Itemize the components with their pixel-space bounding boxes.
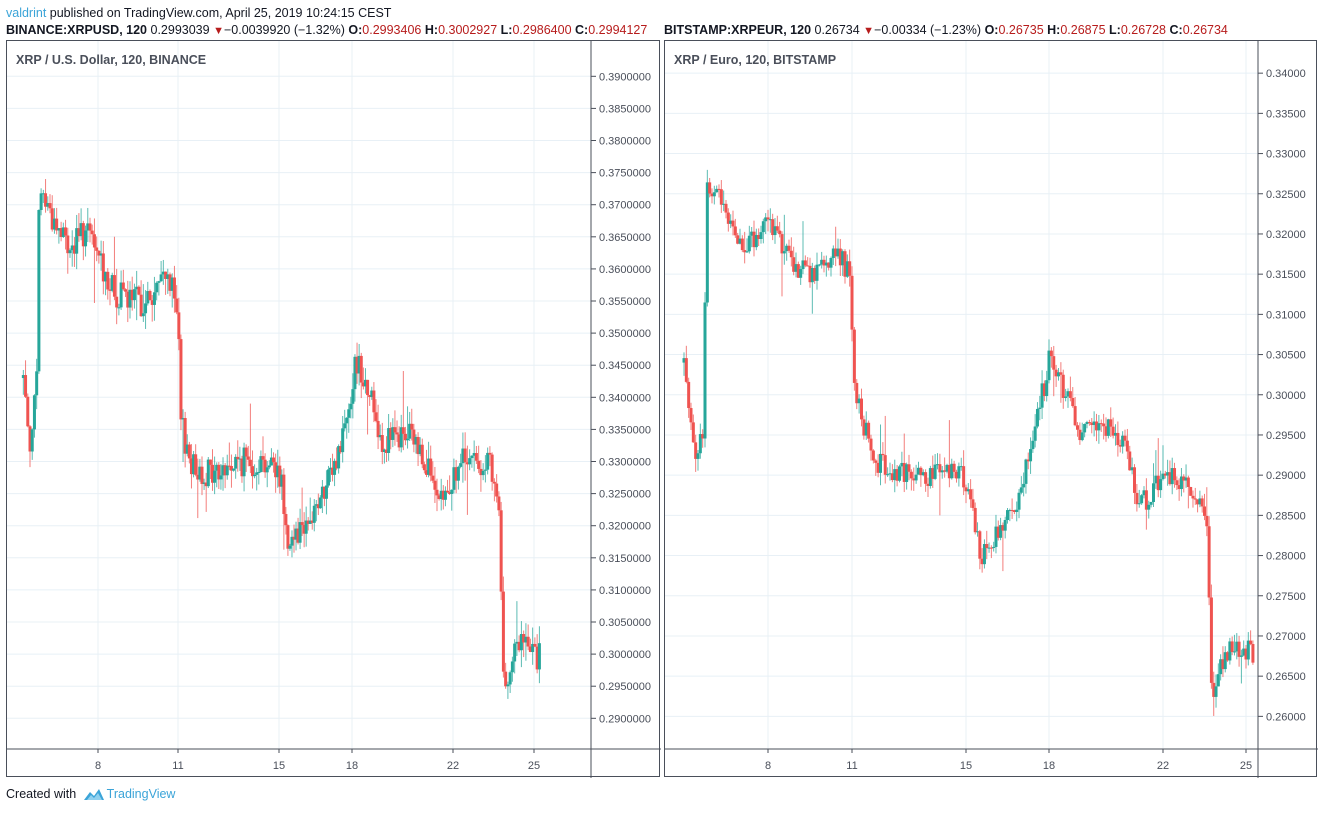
price-axis-label: 0.3300000 xyxy=(599,457,651,469)
price-axis-label: 0.28500 xyxy=(1266,510,1306,522)
right-low-label: L: xyxy=(1109,23,1121,37)
time-axis-label: 18 xyxy=(346,760,358,772)
candlestick-chart-xrpusd[interactable]: 0.3900000 0.3850000 0.3800000 0.3750000 0.37… xyxy=(7,41,661,778)
left-close-label: C: xyxy=(575,23,589,37)
time-axis-label: 25 xyxy=(528,760,540,772)
price-axis-label: 0.3800000 xyxy=(599,136,651,148)
price-axis-label: 0.29000 xyxy=(1266,470,1306,482)
price-axis-label: 0.3350000 xyxy=(599,424,651,436)
price-axis-label: 0.3900000 xyxy=(599,71,651,83)
time-axis-label: 15 xyxy=(960,760,972,772)
tradingview-link[interactable]: TradingView xyxy=(106,787,176,801)
right-close-label: C: xyxy=(1169,23,1183,37)
right-symbol: BITSTAMP:XRPEUR, 120 xyxy=(664,23,812,37)
candles xyxy=(682,169,1255,716)
chart-title-xrpeur: XRP / Euro, 120, BITSTAMP xyxy=(674,53,837,67)
price-axis-label: 0.32000 xyxy=(1266,229,1306,241)
price-axis-label: 0.34000 xyxy=(1266,68,1306,80)
price-axis-label: 0.32500 xyxy=(1266,189,1306,201)
price-axis-label: 0.33000 xyxy=(1266,149,1306,161)
price-axis-label: 0.3450000 xyxy=(599,360,651,372)
price-axis-label: 0.3750000 xyxy=(599,168,651,180)
left-low: 0.2986400 xyxy=(512,23,572,37)
time-axis-label: 22 xyxy=(447,760,459,772)
left-high: 0.3002927 xyxy=(438,23,498,37)
down-arrow-icon: ▼ xyxy=(213,25,224,37)
chart-panel-xrpeur[interactable]: 0.34000 0.33500 0.33000 0.32500 0.32000 0.315… xyxy=(664,40,1318,778)
price-axis-label: 0.26000 xyxy=(1266,711,1306,723)
chart-panel-xrpusd[interactable]: 0.3900000 0.3850000 0.3800000 0.3750000 0.37… xyxy=(6,40,661,778)
time-axis-label: 25 xyxy=(1240,760,1252,772)
time-axis-label: 22 xyxy=(1157,760,1169,772)
right-change: −0.00334 (−1.23%) xyxy=(874,23,982,37)
left-high-label: H: xyxy=(424,23,439,37)
price-axis-label: 0.30000 xyxy=(1266,390,1306,402)
left-open-label: O: xyxy=(348,23,363,37)
left-open: 0.2993406 xyxy=(362,23,422,37)
left-change: −0.0039920 (−1.32%) xyxy=(223,23,345,37)
price-axis-label: 0.3100000 xyxy=(599,585,651,597)
right-close: 0.26734 xyxy=(1182,23,1228,37)
time-axis-label: 18 xyxy=(1043,760,1055,772)
right-open-label: O: xyxy=(984,23,999,37)
price-axis-label: 0.3200000 xyxy=(599,521,651,533)
price-axis-label: 0.29500 xyxy=(1266,430,1306,442)
price-axis-label: 0.3050000 xyxy=(599,617,651,629)
price-axis-label: 0.3550000 xyxy=(599,296,651,308)
price-axis-label: 0.33500 xyxy=(1266,108,1306,120)
left-low-label: L: xyxy=(500,23,513,37)
price-axis-label: 0.31500 xyxy=(1266,269,1306,281)
price-axis-label: 0.3600000 xyxy=(599,264,651,276)
price-axis-label: 0.3850000 xyxy=(599,103,651,115)
price-axis-label: 0.3400000 xyxy=(599,392,651,404)
price-axis-label: 0.3700000 xyxy=(599,200,651,212)
left-close: 0.2994127 xyxy=(588,23,648,37)
price-axis-label: 0.3250000 xyxy=(599,489,651,501)
price-axis-label: 0.27000 xyxy=(1266,631,1306,643)
footer-attribution: Created with TradingView xyxy=(6,787,175,804)
right-high: 0.26875 xyxy=(1060,23,1106,37)
price-axis-label: 0.3650000 xyxy=(599,232,651,244)
price-axis-label: 0.26500 xyxy=(1266,671,1306,683)
price-axis-label: 0.27500 xyxy=(1266,591,1306,603)
time-axis-label: 15 xyxy=(273,760,285,772)
time-axis-label: 11 xyxy=(846,760,857,772)
price-axis-label: 0.31000 xyxy=(1266,309,1306,321)
price-axis-label: 0.2900000 xyxy=(599,713,651,725)
price-axis-label: 0.30500 xyxy=(1266,350,1306,362)
price-axis-label: 0.3150000 xyxy=(599,553,651,565)
price-axis-label: 0.3500000 xyxy=(599,328,651,340)
time-axis-label: 11 xyxy=(172,760,183,772)
left-symbol: BINANCE:XRPUSD, 120 xyxy=(6,23,148,37)
publish-text: published on TradingView.com, April 25, … xyxy=(49,6,392,20)
time-axis-label: 8 xyxy=(95,760,101,772)
candles xyxy=(21,179,541,699)
candlestick-chart-xrpeur[interactable]: 0.34000 0.33500 0.33000 0.32500 0.32000 0.315… xyxy=(665,41,1318,778)
publish-info: valdrint published on TradingView.com, A… xyxy=(6,6,391,20)
left-legend: BINANCE:XRPUSD, 120 0.2993039 ▼−0.003992… xyxy=(6,23,647,37)
down-arrow-icon: ▼ xyxy=(863,25,875,37)
price-axis-label: 0.3000000 xyxy=(599,649,651,661)
tradingview-logo-icon xyxy=(83,787,105,804)
right-high-label: H: xyxy=(1047,23,1061,37)
time-axis-label: 8 xyxy=(765,760,771,772)
author-link[interactable]: valdrint xyxy=(6,6,47,20)
right-last-price: 0.26734 xyxy=(814,23,860,37)
price-axis-label: 0.28000 xyxy=(1266,551,1306,563)
created-with-text: Created with xyxy=(6,787,77,801)
right-open: 0.26735 xyxy=(998,23,1044,37)
right-low: 0.26728 xyxy=(1120,23,1167,37)
left-last-price: 0.2993039 xyxy=(150,23,210,37)
right-legend: BITSTAMP:XRPEUR, 120 0.26734 ▼−0.00334 (… xyxy=(664,23,1228,37)
chart-title-xrpusd: XRP / U.S. Dollar, 120, BINANCE xyxy=(16,53,207,67)
price-axis-label: 0.2950000 xyxy=(599,681,651,693)
